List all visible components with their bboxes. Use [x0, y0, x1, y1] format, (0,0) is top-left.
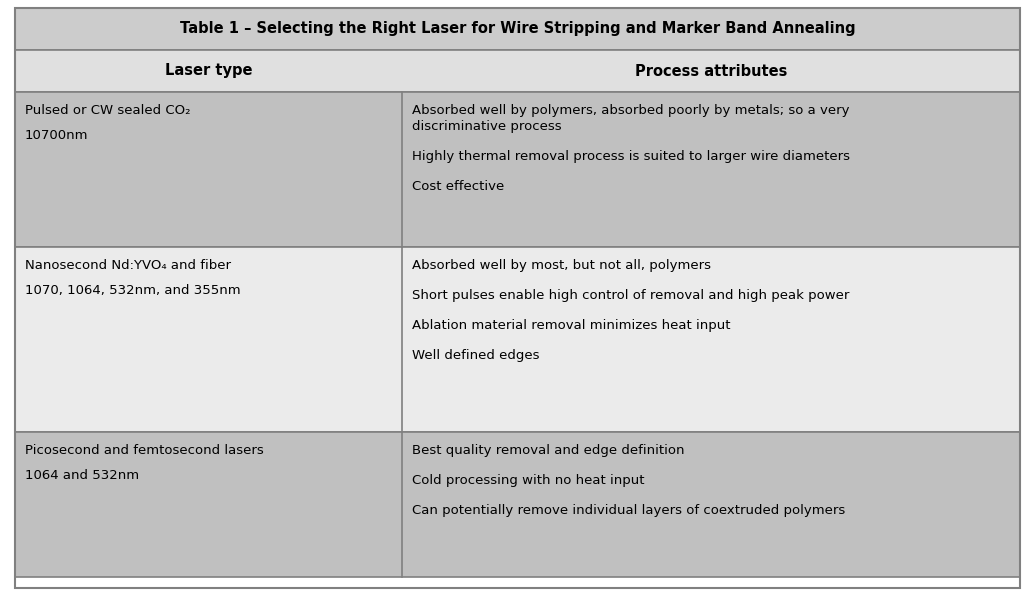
Text: Picosecond and femtosecond lasers: Picosecond and femtosecond lasers	[25, 444, 264, 457]
Text: Best quality removal and edge definition: Best quality removal and edge definition	[412, 444, 684, 457]
Text: Highly thermal removal process is suited to larger wire diameters: Highly thermal removal process is suited…	[412, 150, 850, 163]
Bar	[14, 247, 1021, 432]
Text: Pulsed or CW sealed CO₂: Pulsed or CW sealed CO₂	[25, 104, 190, 117]
Bar	[14, 432, 1021, 577]
Text: Short pulses enable high control of removal and high peak power: Short pulses enable high control of remo…	[412, 289, 850, 302]
Bar	[14, 8, 1021, 50]
Text: Laser type: Laser type	[165, 64, 253, 79]
Text: 1064 and 532nm: 1064 and 532nm	[25, 469, 139, 482]
Text: Absorbed well by most, but not all, polymers: Absorbed well by most, but not all, poly…	[412, 259, 711, 272]
Text: 10700nm: 10700nm	[25, 129, 89, 142]
Text: discriminative process: discriminative process	[412, 120, 562, 133]
Text: Nanosecond Nd:YVO₄ and fiber: Nanosecond Nd:YVO₄ and fiber	[25, 259, 231, 272]
Bar	[14, 50, 1021, 92]
Text: 1070, 1064, 532nm, and 355nm: 1070, 1064, 532nm, and 355nm	[25, 284, 240, 297]
Text: Absorbed well by polymers, absorbed poorly by metals; so a very: Absorbed well by polymers, absorbed poor…	[412, 104, 850, 117]
Text: Cold processing with no heat input: Cold processing with no heat input	[412, 474, 645, 487]
Text: Can potentially remove individual layers of coextruded polymers: Can potentially remove individual layers…	[412, 504, 846, 517]
Text: Cost effective: Cost effective	[412, 180, 504, 193]
Text: Well defined edges: Well defined edges	[412, 349, 539, 362]
Text: Ablation material removal minimizes heat input: Ablation material removal minimizes heat…	[412, 319, 731, 332]
Bar	[14, 92, 1021, 247]
Text: Process attributes: Process attributes	[634, 64, 788, 79]
Text: Table 1 – Selecting the Right Laser for Wire Stripping and Marker Band Annealing: Table 1 – Selecting the Right Laser for …	[180, 21, 855, 36]
